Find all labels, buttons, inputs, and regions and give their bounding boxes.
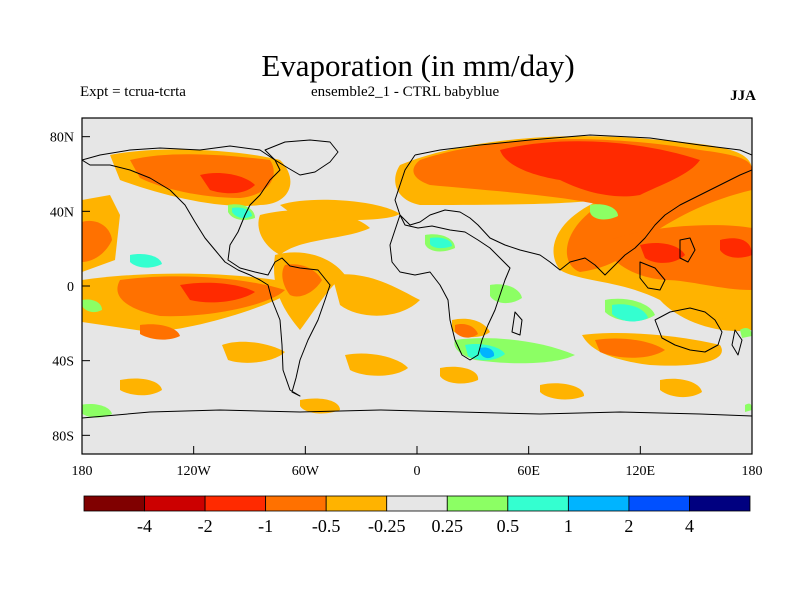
colorbar: -4 -2 -1 -0.5 -0.25 0.25 0.5 1 2 4 [83, 495, 751, 536]
colorbar-swatch [507, 495, 569, 512]
colorbar-swatch [325, 495, 388, 512]
x-tick-label: 0 [414, 464, 421, 479]
colorbar-label: 0.25 [432, 516, 464, 536]
colorbar-swatch [144, 495, 206, 512]
colorbar-label: 2 [624, 516, 633, 536]
field-blue-regions [480, 347, 495, 359]
coastlines [82, 134, 752, 419]
colorbar-swatch [628, 495, 690, 512]
colorbar-swatch [567, 495, 630, 512]
y-tick-label: 40S [52, 355, 74, 370]
y-tick-label: 80N [50, 131, 74, 146]
colorbar-label: -2 [198, 516, 213, 536]
colorbar-label: -0.5 [312, 516, 341, 536]
colorbar-swatch [446, 495, 509, 512]
x-tick-label: 180 [72, 464, 93, 479]
colorbar-swatch [689, 495, 751, 512]
experiment-label: Expt = tcrua-tcrta [80, 84, 186, 100]
anomaly-field [82, 136, 752, 418]
x-tick-label: 120E [626, 464, 656, 479]
y-tick-label: 40N [50, 205, 74, 220]
colorbar-label: 0.5 [497, 516, 520, 536]
colorbar-label: -4 [137, 516, 152, 536]
x-tick-label: 60W [292, 464, 320, 479]
colorbar-swatch [204, 495, 267, 512]
colorbar-label: -0.25 [368, 516, 406, 536]
y-tick-label: 80S [52, 429, 74, 444]
field-red-regions [180, 141, 752, 303]
season-label: JJA [730, 88, 756, 104]
colorbar-swatch [386, 495, 448, 512]
map-title: Evaporation (in mm/day) [261, 48, 575, 83]
x-tick-label: 180 [742, 464, 763, 479]
y-tick-label: 0 [67, 280, 74, 295]
colorbar-label: -1 [258, 516, 273, 536]
run-label: ensemble2_1 - CTRL babyblue [311, 84, 500, 100]
colorbar-swatch [265, 495, 327, 512]
x-tick-label: 120W [177, 464, 212, 479]
x-tick-label: 60E [517, 464, 540, 479]
colorbar-swatch [83, 495, 145, 512]
colorbar-label: 4 [685, 516, 694, 536]
map-axes: 180 120W 60W 0 60E 120E 180 80N 40N 0 40S 80S [50, 131, 763, 479]
colorbar-label: 1 [564, 516, 573, 536]
